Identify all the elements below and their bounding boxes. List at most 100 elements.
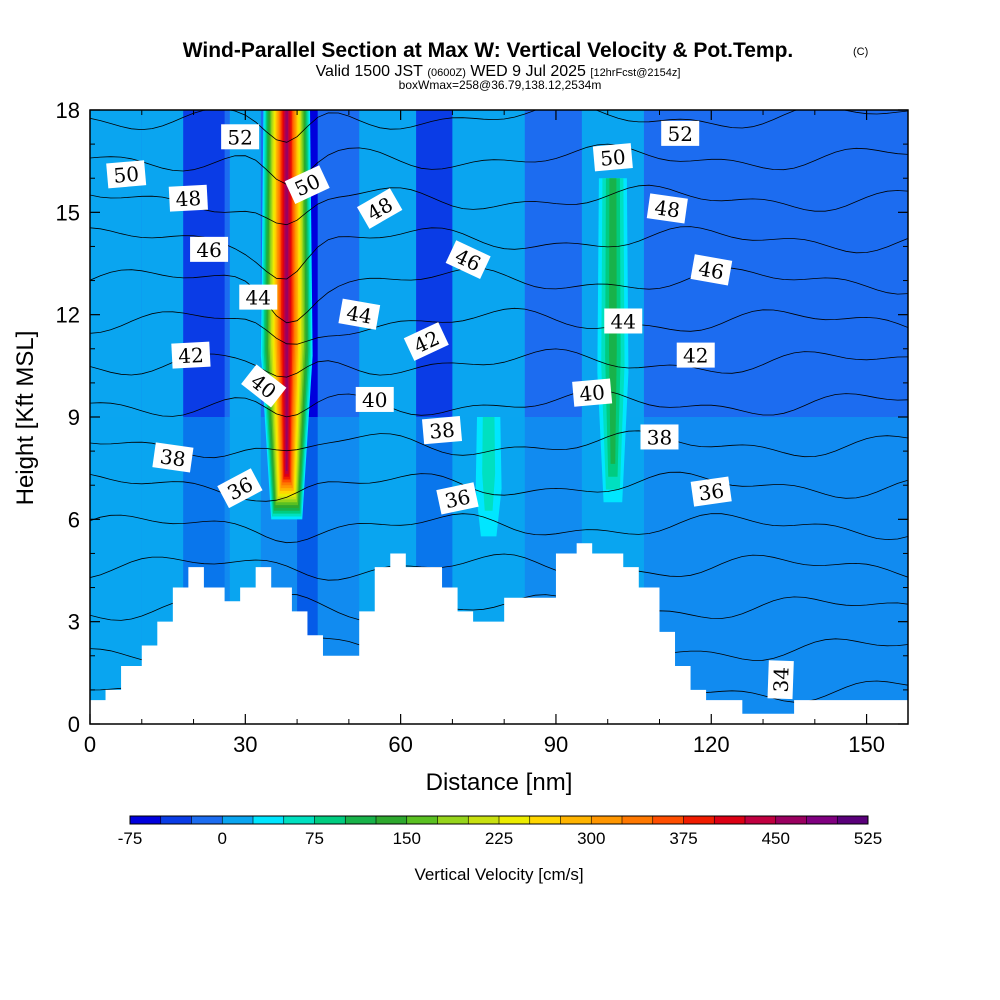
colorbar-tick-label: 75 [305, 829, 324, 848]
colorbar-tick-label: 300 [577, 829, 605, 848]
valid-fcst: [12hrFcst@2154z] [590, 67, 680, 79]
colorbar-swatch [406, 816, 438, 824]
contour-label-text: 42 [178, 343, 205, 368]
colorbar-tick-label: -75 [118, 829, 143, 848]
contour-label-text: 50 [599, 145, 626, 171]
contour-label: 46 [190, 236, 229, 262]
colorbar-swatch [376, 816, 408, 824]
updraft-plume-layer [285, 110, 289, 472]
copyright-mark: (C) [853, 46, 868, 58]
colorbar-swatch [775, 816, 807, 824]
contour-label-text: 48 [653, 195, 682, 222]
contour-label: 38 [421, 416, 463, 445]
theta-contour-labels: 5048524644424038365048464442403836525048… [106, 120, 794, 700]
y-tick-label: 6 [68, 507, 80, 532]
contour-label: 52 [221, 124, 260, 150]
y-tick-label: 18 [56, 98, 80, 123]
contour-label-text: 52 [667, 122, 692, 146]
contour-label: 44 [239, 284, 278, 310]
theta-contour-40 [90, 430, 908, 459]
colorbar: -75 0 75 150 225 300 375 450 525 [118, 815, 882, 848]
colorbar-swatch [468, 816, 500, 824]
contour-label: 40 [572, 378, 613, 407]
colorbar-swatch [499, 816, 531, 824]
y-tick-label: 3 [68, 610, 80, 635]
colorbar-swatch [437, 816, 469, 824]
contour-label: 44 [338, 298, 381, 330]
valid-line: Valid 1500 JST (0600Z) WED 9 Jul 2025 [1… [316, 63, 681, 80]
contour-label-text: 44 [246, 286, 271, 310]
updraft-plume-layer [482, 417, 496, 511]
contour-label: 52 [661, 120, 700, 146]
contour-label: 38 [152, 442, 194, 473]
theta-contour-37 [90, 553, 908, 581]
y-tick-label: 12 [56, 303, 80, 328]
terrain-profile [90, 543, 908, 724]
contour-label-text: 36 [443, 484, 473, 513]
colorbar-swatch [714, 816, 746, 824]
colorbar-swatch [160, 816, 192, 824]
contour-label: 44 [604, 308, 643, 334]
theta-contour-44 [90, 267, 908, 324]
theta-contour-46 [90, 184, 908, 226]
contour-label-text: 48 [175, 186, 202, 211]
velocity-bands [90, 110, 908, 724]
colorbar-tick-label: 375 [669, 829, 697, 848]
contour-label-text: 44 [345, 301, 374, 329]
colorbar-swatch [191, 816, 223, 824]
x-tick-label: 120 [693, 732, 730, 757]
valid-lead: Valid 1500 JST [316, 63, 424, 80]
x-axis-label: Distance [nm] [426, 769, 573, 796]
contour-label: 38 [640, 424, 679, 450]
contour-label-text: 44 [611, 309, 636, 333]
x-tick-label: 30 [233, 732, 257, 757]
colorbar-swatch [222, 816, 254, 824]
contour-label: 36 [436, 482, 479, 515]
contour-label: 42 [171, 341, 211, 369]
y-tick-label: 0 [68, 712, 80, 737]
contour-label-text: 46 [697, 256, 726, 284]
x-tick-label: 0 [84, 732, 96, 757]
contour-label: 46 [690, 254, 733, 286]
colorbar-swatch [253, 816, 285, 824]
contour-label-text: 40 [362, 388, 387, 412]
colorbar-swatch [683, 816, 715, 824]
colorbar-tick-label: 150 [393, 829, 421, 848]
contour-label: 36 [690, 476, 732, 507]
y-axis-label: Height [Kft MSL] [12, 331, 39, 506]
x-axis: 0 30 60 90 120 150 [84, 110, 885, 757]
colorbar-swatch [652, 816, 684, 824]
contour-label-text: 38 [159, 444, 188, 471]
colorbar-swatch [529, 816, 561, 824]
contour-label: 50 [592, 143, 633, 172]
colorbar-label: Vertical Velocity [cm/s] [414, 865, 583, 884]
colorbar-tick-label: 225 [485, 829, 513, 848]
colorbar-tick-label: 525 [854, 829, 882, 848]
colorbar-tick-label: 0 [218, 829, 227, 848]
theta-contour-43 [90, 307, 908, 345]
colorbar-swatch [837, 816, 869, 824]
y-tick-label: 9 [68, 405, 80, 430]
theta-contour-51 [90, 0, 908, 37]
theta-contour-47 [90, 143, 908, 185]
contour-label-text: 46 [196, 238, 221, 262]
valid-date: WED 9 Jul 2025 [470, 63, 586, 80]
colorbar-swatch [622, 816, 654, 824]
colorbar-swatch [314, 816, 346, 824]
contour-label-text: 38 [428, 418, 455, 444]
chart-title: Wind-Parallel Section at Max W: Vertical… [183, 39, 794, 62]
contour-label-text: 34 [769, 667, 794, 693]
colorbar-swatch [560, 816, 592, 824]
contour-label: 48 [646, 193, 688, 224]
x-tick-label: 60 [388, 732, 412, 757]
colorbar-swatch [591, 816, 623, 824]
contour-label: 48 [168, 184, 208, 212]
contour-label-text: 52 [227, 125, 252, 149]
colorbar-tick-label: 450 [762, 829, 790, 848]
colorbar-swatch [745, 816, 777, 824]
colorbar-swatch [345, 816, 377, 824]
x-tick-label: 150 [848, 732, 885, 757]
contour-label-text: 50 [113, 162, 140, 188]
contour-label: 50 [106, 160, 147, 189]
